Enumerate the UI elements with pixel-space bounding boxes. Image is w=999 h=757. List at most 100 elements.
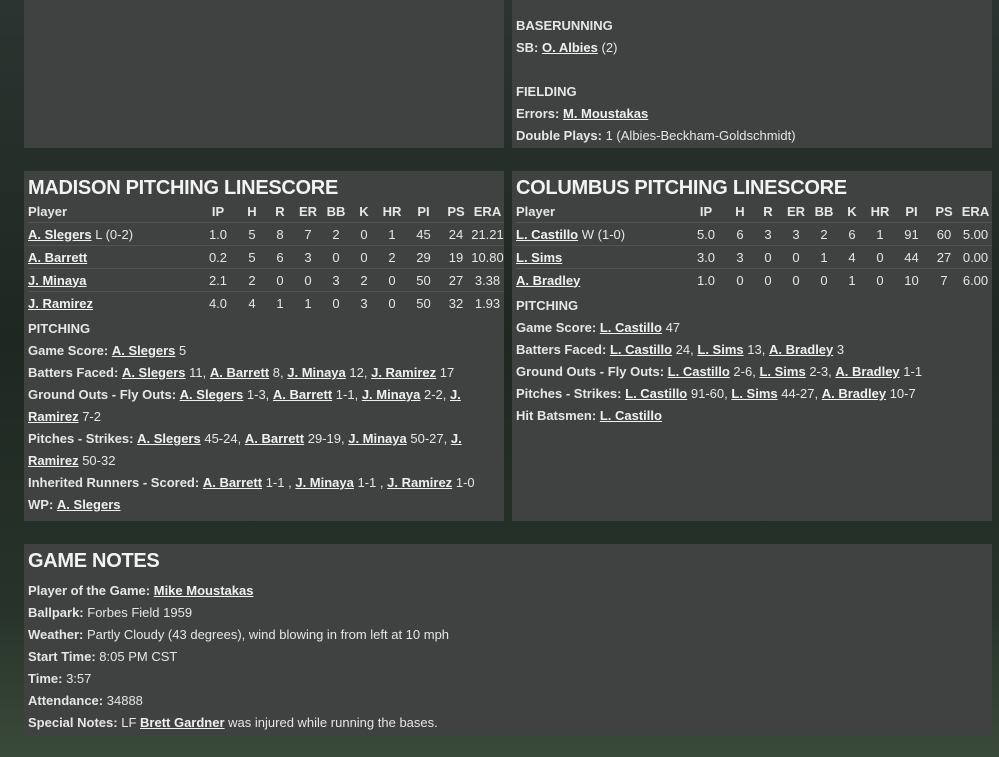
info-text: 11, (189, 365, 207, 380)
player-link[interactable]: L. Castillo (625, 386, 688, 401)
stat-cell: 2 (350, 268, 378, 292)
player-link[interactable]: L. Castillo (599, 320, 662, 335)
stat-cell: 3 (294, 245, 322, 269)
info-text: 1-1 , (357, 475, 384, 490)
player-link[interactable]: A. Barrett (28, 249, 88, 265)
stat-cell: 7 (294, 222, 322, 246)
info-text: 10-7 (889, 386, 916, 401)
info-text: Partly Cloudy (43 degrees), wind blowing… (87, 627, 450, 642)
info-line: Ballpark: Forbes Field 1959 (28, 602, 988, 624)
player-link[interactable]: L. Castillo (667, 364, 730, 379)
player-link[interactable]: A. Slegers (111, 343, 176, 358)
player-link[interactable]: A. Slegers (28, 226, 92, 242)
player-link[interactable]: M. Moustakas (562, 106, 649, 121)
stat-cell: 1 (294, 291, 322, 314)
player-cell: A. Barrett (28, 245, 198, 269)
info-text: 8:05 PM CST (99, 649, 178, 664)
player-link[interactable]: L. Sims (759, 364, 806, 379)
stat-cell: 6 (726, 222, 754, 246)
info-text: 17 (439, 365, 455, 380)
stat-cell: 0 (294, 268, 322, 292)
column-header: BB (814, 203, 834, 219)
player-link[interactable]: J. Minaya (361, 387, 421, 402)
player-link[interactable]: J. Minaya (28, 272, 87, 288)
column-header: ERA (473, 203, 502, 219)
player-link[interactable]: J. Ramirez (28, 295, 94, 311)
info-line: WP: A. Slegers (28, 494, 500, 516)
player-cell: J. Ramirez (28, 291, 198, 314)
player-link[interactable]: A. Barrett (272, 387, 333, 402)
info-text: 8, (272, 365, 284, 380)
player-link[interactable]: A. Slegers (179, 387, 244, 402)
player-link[interactable]: A. Barrett (202, 475, 263, 490)
player-link[interactable]: J. Ramirez (387, 475, 453, 490)
info-label: Weather: (28, 627, 84, 642)
player-link[interactable]: Brett Gardner (140, 715, 225, 730)
info-label: SB: (516, 40, 539, 55)
stat-cell: 6.00 (959, 268, 992, 291)
player-link[interactable]: Mike Moustakas (153, 583, 254, 598)
player-link[interactable]: J. Ramirez (28, 387, 461, 424)
info-line: Start Time: 8:05 PM CST (28, 646, 988, 668)
player-link[interactable]: J. Ramirez (28, 431, 462, 468)
stat-cell: 50 (406, 291, 441, 314)
info-text: 5 (179, 343, 187, 358)
player-link[interactable]: A. Slegers (56, 497, 121, 512)
column-header: ERA (961, 203, 990, 219)
stat-cell: 3 (350, 291, 378, 314)
player-link[interactable]: A. Bradley (835, 364, 900, 379)
info-text: 3 (836, 342, 845, 357)
player-link[interactable]: A. Barrett (209, 365, 270, 380)
player-link[interactable]: A. Bradley (768, 342, 834, 357)
player-link[interactable]: A. Bradley (821, 386, 887, 401)
player-link[interactable]: J. Minaya (348, 431, 407, 446)
info-text: 1-0 (455, 475, 475, 490)
info-label: Batters Faced: (28, 365, 119, 380)
info-line: Batters Faced: A. Slegers 11, A. Barrett… (28, 362, 500, 384)
player-link[interactable]: A. Slegers (137, 431, 201, 446)
player-link[interactable]: J. Ramirez (371, 365, 437, 380)
info-text: 50-27, (410, 431, 448, 446)
player-link[interactable]: O. Albies (542, 40, 598, 55)
stat-cell: 27 (929, 245, 959, 269)
player-link[interactable]: L. Sims (731, 386, 778, 401)
player-link[interactable]: A. Slegers (121, 365, 186, 380)
player-link[interactable]: J. Minaya (287, 365, 346, 380)
player-link[interactable]: A. Barrett (244, 431, 305, 446)
info-line: Ground Outs - Fly Outs: A. Slegers 1-3, … (28, 384, 500, 428)
info-label: Time: (28, 671, 63, 686)
stat-cell: 0 (266, 268, 294, 292)
stat-cell: 3 (754, 222, 782, 246)
player-link[interactable]: L. Castillo (599, 408, 662, 423)
player-link[interactable]: A. Bradley (516, 272, 581, 288)
player-link[interactable]: J. Minaya (295, 475, 354, 490)
column-header: K (359, 203, 369, 219)
stat-cell: 3 (782, 222, 810, 246)
info-text: 34888 (106, 693, 143, 708)
info-label: Hit Batsmen: (516, 408, 597, 423)
player-link[interactable]: L. Sims (697, 342, 744, 357)
stat-cell: 1 (838, 268, 866, 291)
stat-cell: 4 (838, 245, 866, 269)
stat-cell: 0 (866, 268, 894, 291)
stat-cell: 0 (754, 245, 782, 269)
stat-cell: 5 (238, 245, 266, 269)
stat-cell: 1.0 (686, 268, 726, 291)
column-header: PS (935, 203, 953, 219)
info-line: Pitches - Strikes: A. Slegers 45-24, A. … (28, 428, 500, 472)
stat-cell: 0 (726, 268, 754, 291)
column-header: H (735, 203, 745, 219)
player-link[interactable]: L. Sims (516, 249, 563, 265)
column-header: HR (870, 203, 890, 219)
stat-cell: 0 (378, 291, 406, 314)
player-link[interactable]: L. Castillo (609, 342, 673, 357)
info-line: Hit Batsmen: L. Castillo (516, 405, 988, 427)
info-line: Weather: Partly Cloudy (43 degrees), win… (28, 624, 988, 646)
player-link[interactable]: L. Castillo (516, 226, 579, 242)
info-line: Batters Faced: L. Castillo 24, L. Sims 1… (516, 339, 988, 361)
info-label: Pitches - Strikes: (516, 386, 622, 401)
pitcher-row: A. Slegers L (0-2) 1.0 5 8 7 2 0 1 45 24 21.21 (28, 222, 504, 246)
column-header: R (763, 203, 773, 219)
info-text: 3:57 (66, 671, 92, 686)
